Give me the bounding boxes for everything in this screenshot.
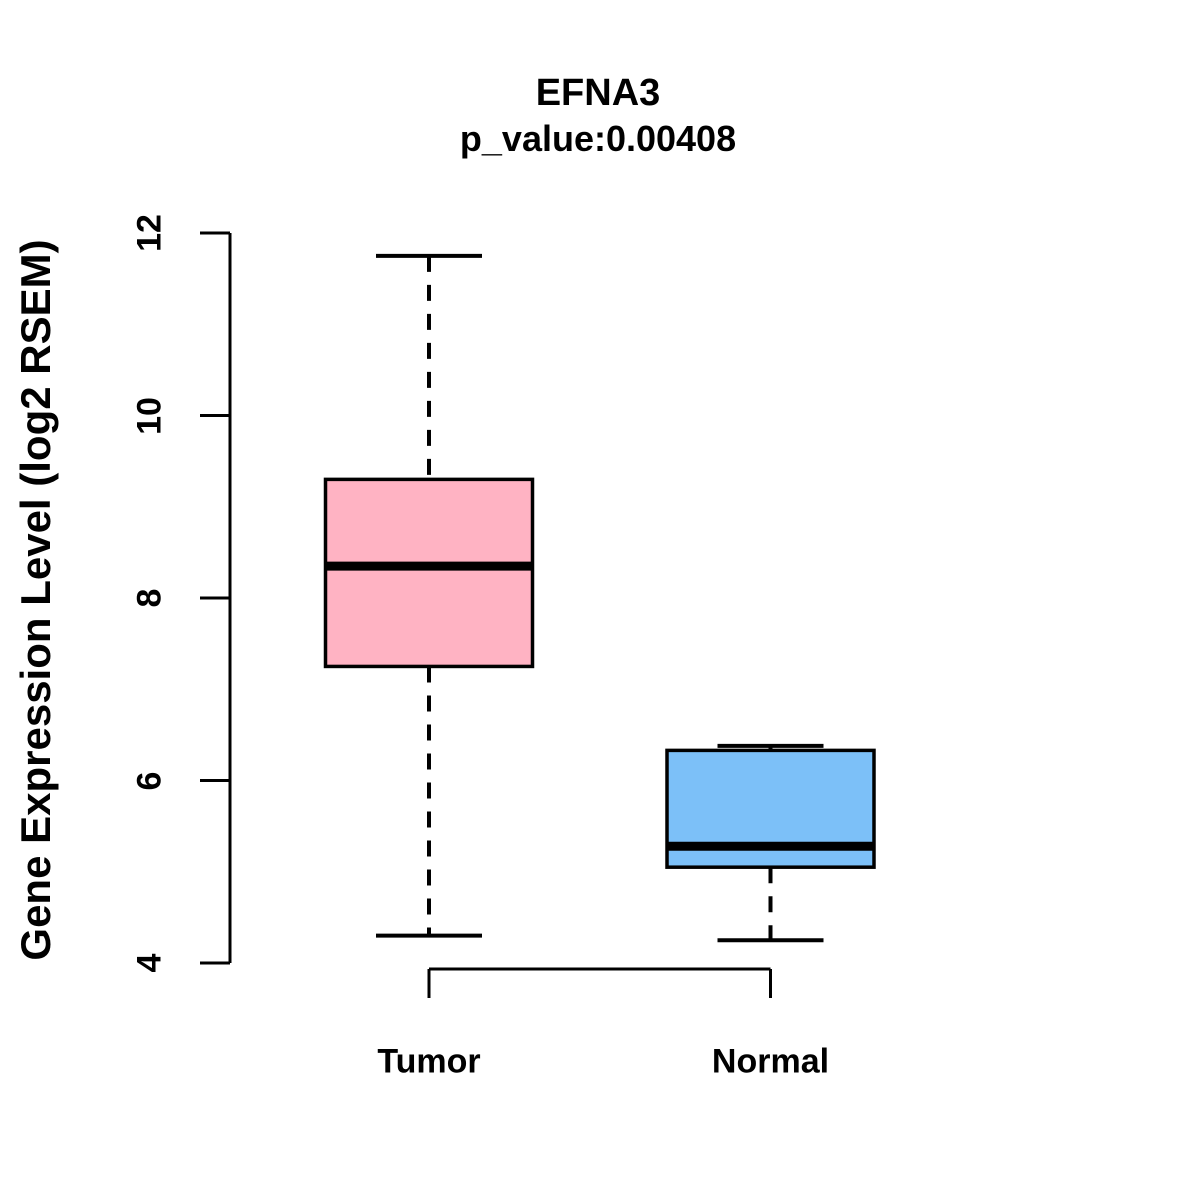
y-tick-label: 12 [130,214,169,252]
x-category-label-tumor: Tumor [377,1042,481,1081]
chart-title: EFNA3 [535,72,661,114]
chart-subtitle: p_value:0.00408 [459,118,737,159]
x-category-label-normal: Normal [711,1042,830,1081]
y-tick-label: 10 [130,396,169,435]
box-tumor [323,477,535,669]
y-tick-label: 6 [130,771,169,790]
y-tick-label: 8 [130,588,169,608]
y-tick-label: 4 [130,953,169,973]
